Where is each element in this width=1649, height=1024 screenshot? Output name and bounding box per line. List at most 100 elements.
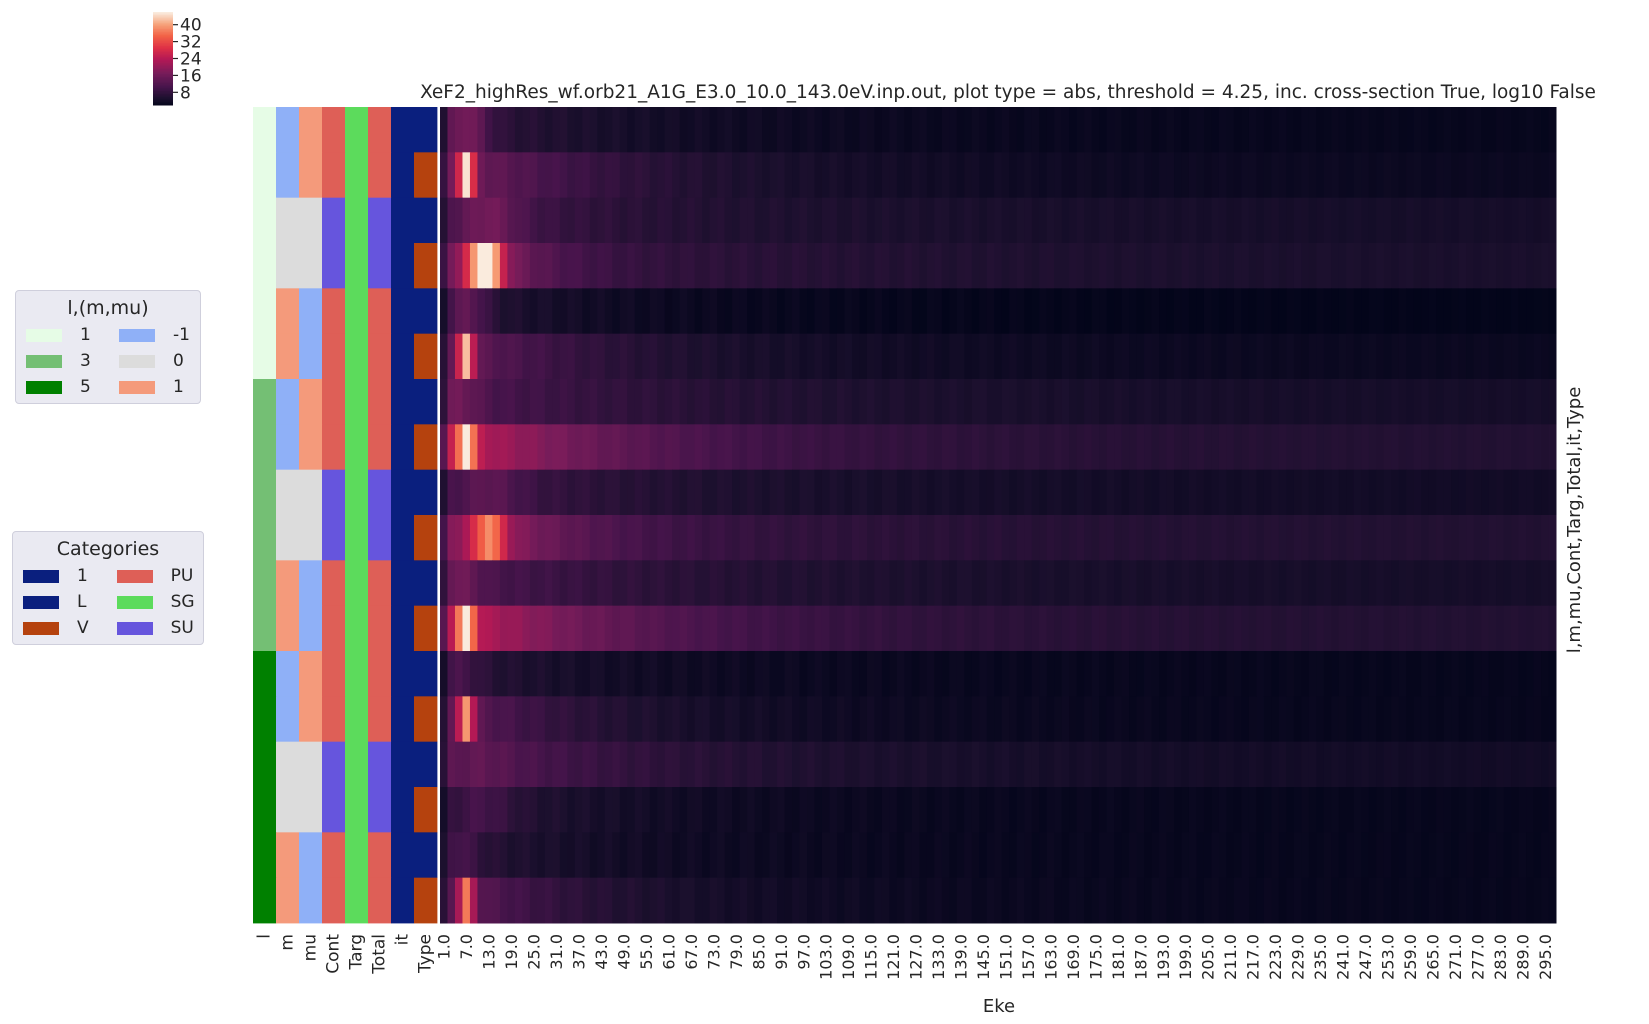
heatmap-cell <box>1121 832 1130 879</box>
heatmap-cell <box>1166 832 1175 879</box>
heatmap-cell <box>1451 424 1460 471</box>
heatmap-cell <box>747 605 756 652</box>
colorbar-segment <box>153 86 173 89</box>
heatmap-cell <box>709 651 718 697</box>
heatmap-cell <box>642 424 651 471</box>
heatmap-cell <box>1496 333 1505 380</box>
heatmap-cell <box>1421 787 1430 833</box>
heatmap-cell <box>589 605 598 652</box>
heatmap-cell <box>492 424 501 471</box>
heatmap-cell <box>777 787 786 833</box>
heatmap-cell <box>1458 696 1467 743</box>
heatmap-cell <box>1481 152 1490 199</box>
colorbar-segment <box>153 91 173 94</box>
heatmap-cell <box>1428 288 1437 335</box>
heatmap-cell <box>447 288 456 335</box>
heatmap-cell <box>612 424 621 471</box>
heatmap-cell <box>1286 424 1295 471</box>
heatmap-cell <box>1031 877 1040 924</box>
heatmap-cell <box>994 696 1003 743</box>
heatmap-cell <box>739 333 748 380</box>
heatmap-cell <box>769 832 778 879</box>
heatmap-cell <box>1001 605 1010 652</box>
heatmap-cell <box>484 197 493 244</box>
heatmap-cell <box>1166 379 1175 425</box>
heatmap-cell <box>829 832 838 879</box>
heatmap-cell <box>522 832 531 879</box>
heatmap-cell <box>1181 152 1190 199</box>
annotation-cell <box>276 651 300 697</box>
heatmap-cell <box>1001 741 1010 788</box>
heatmap-cell <box>717 787 726 833</box>
heatmap-cell <box>649 832 658 879</box>
heatmap-cell <box>1166 469 1175 516</box>
heatmap-cell <box>462 379 471 425</box>
heatmap-cell <box>717 107 726 153</box>
heatmap-cell <box>1084 379 1093 425</box>
heatmap-cell <box>1009 787 1018 833</box>
heatmap-cell <box>1451 469 1460 516</box>
heatmap-cell <box>642 787 651 833</box>
heatmap-cell <box>844 424 853 471</box>
heatmap-cell <box>851 333 860 380</box>
heatmap-cell <box>1503 243 1512 289</box>
heatmap-cell <box>859 515 868 561</box>
annotation-cell <box>368 877 392 924</box>
heatmap-cell <box>1338 696 1347 743</box>
heatmap-cell <box>484 469 493 516</box>
heatmap-cell <box>612 877 621 924</box>
heatmap-cell <box>1241 515 1250 561</box>
heatmap-cell <box>1533 469 1542 516</box>
heatmap-cell <box>1196 107 1205 153</box>
heatmap-cell <box>1548 333 1557 380</box>
heatmap-cell <box>1084 288 1093 335</box>
heatmap-cell <box>447 424 456 471</box>
heatmap-cell <box>1129 379 1138 425</box>
heatmap-cell <box>1099 152 1108 199</box>
heatmap-cell <box>1383 605 1392 652</box>
heatmap-cell <box>604 515 613 561</box>
heatmap-cell <box>1286 832 1295 879</box>
heatmap-cell <box>724 560 733 607</box>
heatmap-cell <box>1338 832 1347 879</box>
heatmap-cell <box>792 787 801 833</box>
heatmap-cell <box>1009 741 1018 788</box>
legend-swatch <box>23 569 59 583</box>
heatmap-cell <box>1428 696 1437 743</box>
heatmap-cell <box>1256 152 1265 199</box>
annotation-cell <box>299 696 323 743</box>
heatmap-cell <box>604 424 613 471</box>
heatmap-cell <box>986 197 995 244</box>
heatmap-cell <box>724 152 733 199</box>
heatmap-cell <box>514 696 523 743</box>
heatmap-cell <box>1301 877 1310 924</box>
heatmap-cell <box>664 469 673 516</box>
heatmap-cell <box>1293 696 1302 743</box>
heatmap-cell <box>1488 424 1497 471</box>
heatmap-cell <box>777 333 786 380</box>
heatmap-cell <box>559 787 568 833</box>
heatmap-cell <box>1016 696 1025 743</box>
heatmap-cell <box>477 832 486 879</box>
heatmap-cell <box>1248 197 1257 244</box>
heatmap-cell <box>1436 787 1445 833</box>
heatmap-cell <box>552 741 561 788</box>
heatmap-cell <box>1203 288 1212 335</box>
heatmap-cell <box>1406 424 1415 471</box>
heatmap-cell <box>544 696 553 743</box>
heatmap-cell <box>904 741 913 788</box>
heatmap-cell <box>754 832 763 879</box>
heatmap-cell <box>1054 243 1063 289</box>
heatmap-cell <box>1368 651 1377 697</box>
annotation-cell <box>299 288 323 335</box>
heatmap-cell <box>1421 832 1430 879</box>
annotation-cell <box>414 651 438 697</box>
heatmap-cell <box>1144 515 1153 561</box>
heatmap-cell <box>986 696 995 743</box>
legend-item: 1 <box>26 325 91 345</box>
heatmap-cell <box>1376 787 1385 833</box>
heatmap-cell <box>986 651 995 697</box>
heatmap-cell <box>1136 605 1145 652</box>
heatmap-cell <box>1526 424 1535 471</box>
heatmap-cell <box>1398 651 1407 697</box>
